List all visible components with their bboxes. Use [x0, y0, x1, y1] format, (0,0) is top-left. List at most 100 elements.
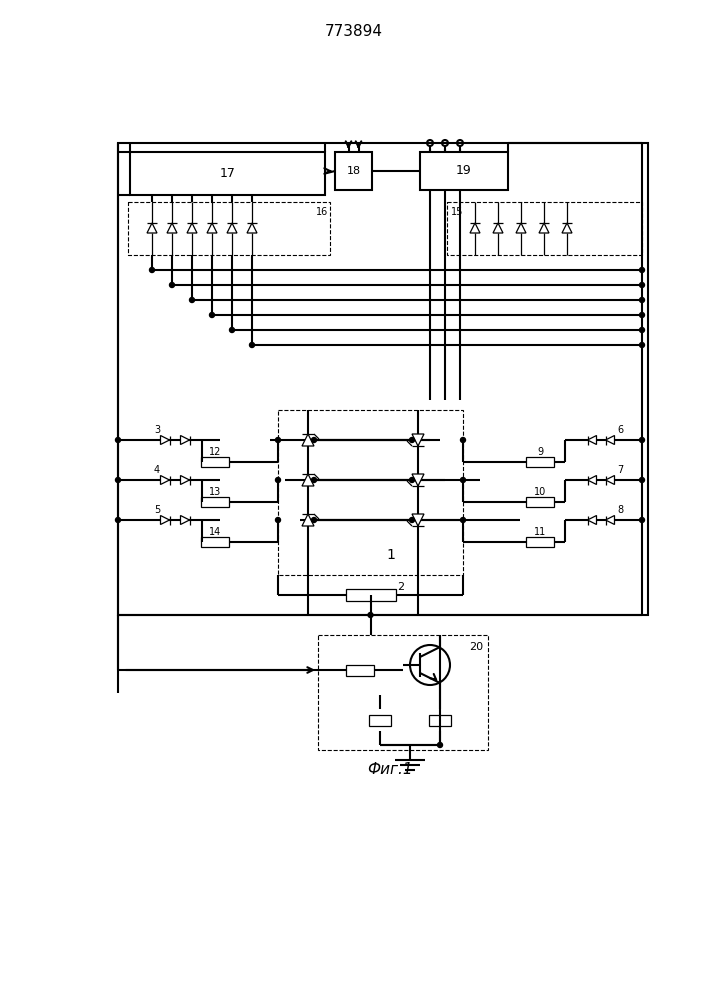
- Circle shape: [149, 267, 155, 272]
- Bar: [526, 537, 554, 547]
- Text: Фиг.1: Фиг.1: [367, 762, 413, 778]
- Circle shape: [312, 478, 317, 483]
- Bar: [346, 664, 374, 676]
- Polygon shape: [539, 223, 549, 233]
- Text: 17: 17: [220, 167, 235, 180]
- Circle shape: [276, 438, 281, 442]
- Bar: [429, 714, 451, 726]
- Text: 5: 5: [154, 505, 160, 515]
- Text: 10: 10: [534, 487, 546, 497]
- Circle shape: [409, 478, 414, 483]
- Polygon shape: [247, 223, 257, 233]
- Polygon shape: [180, 436, 189, 444]
- Polygon shape: [588, 516, 597, 524]
- Text: 14: 14: [209, 527, 221, 537]
- Circle shape: [189, 298, 194, 302]
- Polygon shape: [227, 223, 237, 233]
- Bar: [118, 143, 648, 615]
- Circle shape: [115, 518, 120, 522]
- Circle shape: [409, 518, 414, 522]
- Circle shape: [438, 742, 443, 748]
- Circle shape: [115, 438, 120, 442]
- Polygon shape: [302, 514, 314, 526]
- Polygon shape: [588, 436, 597, 444]
- Text: 11: 11: [534, 527, 546, 537]
- Circle shape: [640, 478, 645, 483]
- Bar: [201, 497, 229, 507]
- Circle shape: [209, 312, 214, 318]
- Polygon shape: [160, 516, 170, 524]
- Bar: [201, 537, 229, 547]
- Text: 16: 16: [316, 207, 328, 217]
- Polygon shape: [412, 474, 424, 486]
- Polygon shape: [160, 436, 170, 444]
- Bar: [346, 589, 395, 601]
- Polygon shape: [412, 434, 424, 446]
- Polygon shape: [187, 223, 197, 233]
- Polygon shape: [470, 223, 480, 233]
- Circle shape: [640, 438, 645, 442]
- Bar: [369, 714, 391, 726]
- Polygon shape: [493, 223, 503, 233]
- Circle shape: [640, 298, 645, 302]
- Circle shape: [460, 478, 465, 483]
- Bar: [335, 152, 372, 190]
- Circle shape: [409, 438, 414, 442]
- Circle shape: [640, 312, 645, 318]
- Text: 2: 2: [397, 582, 404, 592]
- Bar: [278, 410, 463, 575]
- Text: 20: 20: [469, 642, 483, 652]
- Polygon shape: [588, 476, 597, 485]
- Circle shape: [170, 282, 175, 288]
- Polygon shape: [167, 223, 177, 233]
- Text: 3: 3: [154, 425, 160, 435]
- Polygon shape: [302, 434, 314, 446]
- Polygon shape: [160, 476, 170, 485]
- Text: 15: 15: [451, 207, 463, 217]
- Bar: [420, 152, 508, 190]
- Bar: [447, 202, 642, 255]
- Bar: [526, 497, 554, 507]
- Bar: [130, 152, 325, 195]
- Polygon shape: [562, 223, 572, 233]
- Text: 13: 13: [209, 487, 221, 497]
- Bar: [128, 202, 330, 255]
- Text: 12: 12: [209, 447, 221, 457]
- Polygon shape: [147, 223, 157, 233]
- Circle shape: [250, 342, 255, 348]
- Circle shape: [640, 328, 645, 332]
- Circle shape: [640, 518, 645, 522]
- Polygon shape: [516, 223, 526, 233]
- Text: 773894: 773894: [325, 24, 383, 39]
- Bar: [201, 457, 229, 467]
- Text: 9: 9: [537, 447, 543, 457]
- Circle shape: [312, 438, 317, 442]
- Text: 19: 19: [456, 164, 472, 178]
- Circle shape: [640, 342, 645, 348]
- Polygon shape: [605, 476, 614, 485]
- Circle shape: [640, 282, 645, 288]
- Polygon shape: [605, 516, 614, 524]
- Text: 7: 7: [617, 465, 623, 475]
- Text: 18: 18: [346, 166, 361, 176]
- Circle shape: [276, 518, 281, 522]
- Circle shape: [230, 328, 235, 332]
- Polygon shape: [302, 474, 314, 486]
- Circle shape: [460, 518, 465, 522]
- Polygon shape: [180, 516, 189, 524]
- Circle shape: [276, 478, 281, 483]
- Text: 1: 1: [386, 548, 395, 562]
- Circle shape: [460, 438, 465, 442]
- Circle shape: [115, 478, 120, 483]
- Text: 4: 4: [154, 465, 160, 475]
- Bar: [526, 457, 554, 467]
- Text: 8: 8: [617, 505, 623, 515]
- Polygon shape: [207, 223, 217, 233]
- Circle shape: [640, 267, 645, 272]
- Polygon shape: [412, 514, 424, 526]
- Circle shape: [368, 612, 373, 617]
- Bar: [318, 635, 488, 750]
- Polygon shape: [605, 436, 614, 444]
- Polygon shape: [180, 476, 189, 485]
- Circle shape: [312, 518, 317, 522]
